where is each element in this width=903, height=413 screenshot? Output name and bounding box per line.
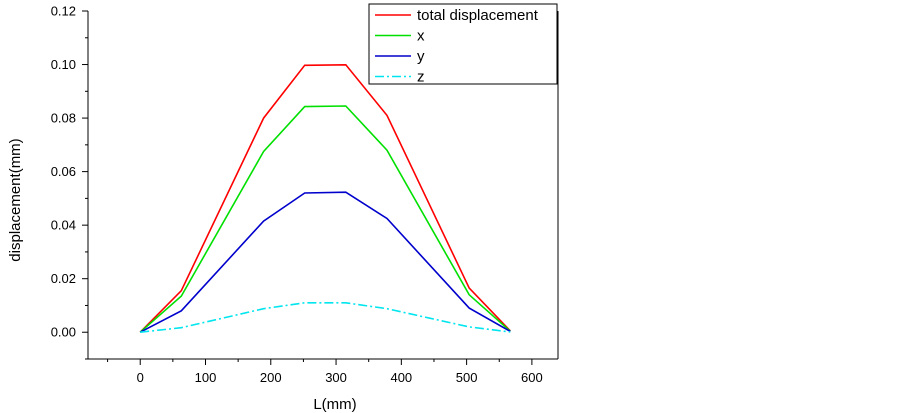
series-line-y [139,191,511,333]
y-tick-label: 0.12 [51,4,76,19]
y-tick-label: 0.06 [51,164,76,179]
y-tick-label: 0.08 [51,111,76,126]
legend-label: y [417,48,425,65]
series-line-z [140,301,511,333]
x-tick-label: 100 [195,370,217,385]
legend: total displacement xyz [368,3,558,86]
axis-titles: L(mm) displacement(mm) [7,138,357,413]
y-tick-label: 0.00 [51,325,76,340]
x-tick-label: 0 [137,370,144,385]
legend-label: total displacement [417,7,539,24]
series-line-x [139,105,511,333]
x-tick-label: 200 [260,370,282,385]
x-tick-label: 400 [390,370,412,385]
x-tick-label: 600 [521,370,543,385]
series-line-total [139,63,511,333]
legend-label: z [417,69,425,86]
legend-box [368,3,558,85]
x-tick-label: 300 [325,370,347,385]
y-axis-title: displacement(mm) [7,138,24,261]
y-tick-label: 0.10 [51,57,76,72]
axes: 0 100 200 300 400 500 600 0.00 0.02 0.04 0.06 0.08 0… [51,4,559,385]
legend-label: x [417,28,425,45]
x-tick-label: 500 [456,370,478,385]
series-lines [139,63,511,333]
y-tick-label: 0.04 [51,218,76,233]
y-tick-label: 0.02 [51,271,76,286]
x-axis-title: L(mm) [313,396,356,413]
